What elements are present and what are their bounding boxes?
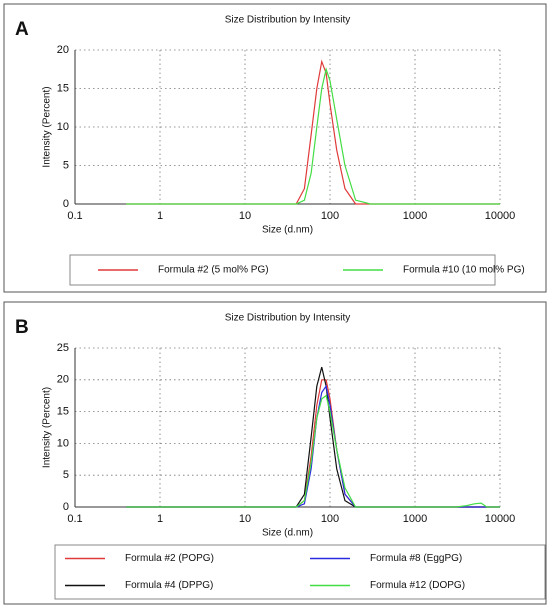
legend-label: Formula #8 (EggPG) [370,553,462,564]
y-tick-label: 5 [63,469,69,481]
x-axis-label: Size (d.nm) [262,225,313,236]
y-tick-label: 10 [57,437,69,449]
panel-frame [3,3,547,293]
y-tick-label: 15 [57,82,69,94]
y-tick-label: 25 [57,342,69,354]
y-tick-label: 15 [57,406,69,418]
y-axis-label: Intensity (Percent) [42,387,53,468]
x-tick-label: 1000 [403,513,427,525]
chart-title: Size Distribution by Intensity [225,313,351,324]
y-tick-label: 10 [57,121,69,133]
x-tick-label: 1 [157,513,163,525]
legend-box [54,544,546,600]
x-tick-label: 10000 [485,210,516,222]
x-tick-label: 100 [321,210,339,222]
x-tick-label: 10 [239,513,251,525]
y-tick-label: 0 [63,501,69,513]
x-tick-label: 1000 [403,210,427,222]
series-line [126,394,500,508]
legend-label: Formula #12 (DOPG) [370,580,465,591]
legend-label: Formula #2 (5 mol% PG) [158,265,269,276]
x-tick-label: 0.1 [67,513,82,525]
y-tick-label: 20 [57,44,69,56]
panel-frame [3,301,547,605]
legend-label: Formula #4 (DPPG) [125,580,213,591]
chart-title: Size Distribution by Intensity [225,15,351,26]
x-tick-label: 1 [157,210,163,222]
series-line [126,67,500,205]
x-tick-label: 100 [321,513,339,525]
x-tick-label: 0.1 [67,210,82,222]
x-axis-label: Size (d.nm) [262,528,313,539]
panel-label: B [15,317,29,338]
y-axis-label: Intensity (Percent) [42,86,53,167]
legend-label: Formula #10 (10 mol% PG) [403,265,525,276]
y-tick-label: 20 [57,374,69,386]
series-line [126,59,500,205]
x-tick-label: 10000 [485,513,516,525]
y-tick-label: 0 [63,198,69,210]
legend-box [69,254,496,286]
y-tick-label: 5 [63,159,69,171]
x-tick-label: 10 [239,210,251,222]
panel-label: A [15,19,29,40]
legend-label: Formula #2 (POPG) [125,553,214,564]
